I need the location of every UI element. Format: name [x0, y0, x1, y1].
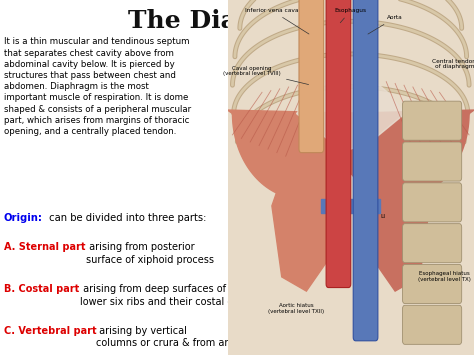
Text: Esophagus: Esophagus	[335, 8, 367, 23]
Polygon shape	[321, 199, 380, 213]
Polygon shape	[297, 71, 405, 149]
Text: arising from posterior
surface of xiphoid process: arising from posterior surface of xiphoi…	[85, 242, 214, 265]
FancyBboxPatch shape	[402, 264, 462, 304]
FancyBboxPatch shape	[402, 142, 462, 181]
FancyBboxPatch shape	[228, 0, 474, 355]
Polygon shape	[331, 110, 474, 199]
FancyBboxPatch shape	[402, 101, 462, 140]
Text: B. Costal part: B. Costal part	[4, 284, 79, 294]
Polygon shape	[228, 110, 371, 199]
Text: LI: LI	[380, 214, 385, 219]
Text: arising by vertical
columns or crura & from arcuate ligaments: arising by vertical columns or crura & f…	[97, 326, 308, 349]
Text: Inferior vena cava: Inferior vena cava	[245, 8, 309, 34]
Polygon shape	[361, 135, 429, 291]
Text: Caval opening
(vertebral level TVIII): Caval opening (vertebral level TVIII)	[223, 66, 309, 84]
Text: can be divided into three parts:: can be divided into three parts:	[46, 213, 207, 223]
Polygon shape	[272, 135, 341, 291]
Text: Esophageal hiatus
(vertebral level TX): Esophageal hiatus (vertebral level TX)	[418, 272, 471, 282]
FancyBboxPatch shape	[326, 0, 351, 288]
Text: It is a thin muscular and tendinous septum
that separates chest cavity above fro: It is a thin muscular and tendinous sept…	[4, 37, 191, 136]
Text: C. Vertebral part: C. Vertebral part	[4, 326, 96, 336]
Text: Origin:: Origin:	[4, 213, 43, 223]
FancyBboxPatch shape	[299, 0, 324, 153]
Text: The Diaphragm: The Diaphragm	[128, 9, 346, 33]
FancyBboxPatch shape	[402, 183, 462, 222]
Text: Aortic hiatus
(vertebral level TXII): Aortic hiatus (vertebral level TXII)	[268, 304, 325, 314]
FancyBboxPatch shape	[353, 0, 378, 341]
Text: A. Sternal part: A. Sternal part	[4, 242, 85, 252]
Text: Central tendon
of diaphragm: Central tendon of diaphragm	[432, 59, 474, 69]
FancyBboxPatch shape	[402, 224, 462, 263]
Text: arising from deep surfaces of
lower six ribs and their costal cartilages: arising from deep surfaces of lower six …	[80, 284, 275, 307]
FancyBboxPatch shape	[402, 305, 462, 344]
Text: Aorta: Aorta	[368, 15, 403, 34]
